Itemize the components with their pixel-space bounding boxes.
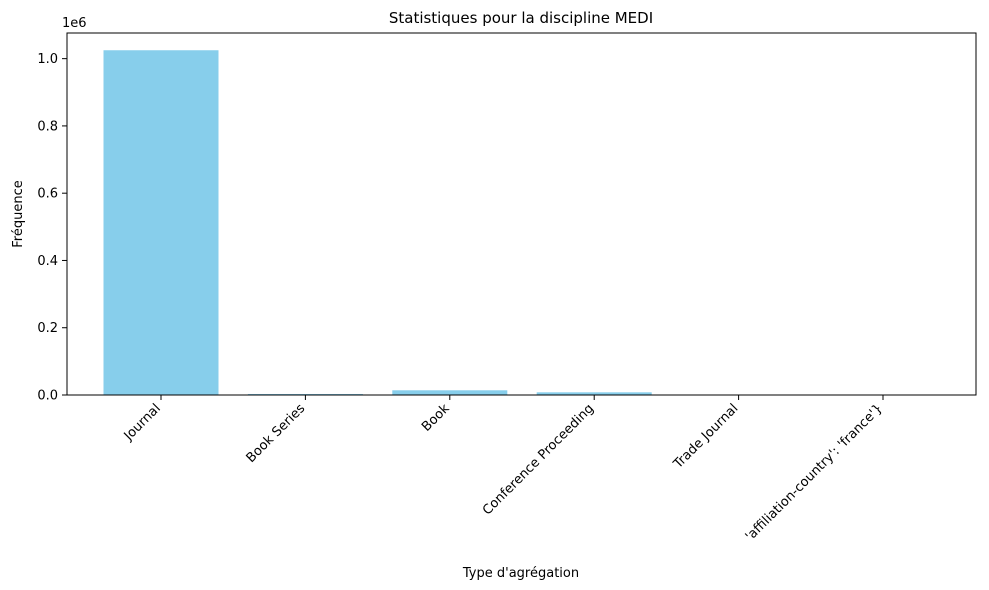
x-axis-label: Type d'agrégation: [462, 566, 579, 581]
y-offset-label: 1e6: [62, 16, 87, 31]
x-tick-label: Trade Journal: [670, 401, 741, 472]
y-tick-label: 0.2: [37, 321, 58, 336]
bar-conference-proceeding: [536, 392, 652, 395]
bar-journal: [103, 50, 219, 396]
y-tick-label: 1.0: [37, 52, 58, 67]
x-tick-label: Book Series: [244, 401, 309, 466]
x-axis: Journal Book Series Book Conference Proceed…: [121, 395, 886, 544]
bar-book: [392, 390, 508, 395]
x-tick-label: Conference Proceeding: [480, 401, 597, 518]
x-tick-label: Journal: [121, 401, 164, 444]
x-tick-label: 'affiliation-country': 'france'}: [743, 401, 886, 544]
bar-book-series: [247, 393, 363, 395]
y-axis: 0.0 0.2 0.4 0.6 0.8 1.0: [37, 52, 67, 404]
x-tick-label: Book: [419, 401, 453, 435]
y-axis-label: Fréquence: [11, 180, 26, 247]
bars-group: [103, 50, 941, 396]
y-tick-label: 0.6: [37, 187, 58, 202]
y-tick-label: 0.4: [37, 254, 58, 269]
y-tick-label: 0.0: [37, 389, 58, 404]
plot-frame: [66, 32, 977, 396]
y-tick-label: 0.8: [37, 119, 58, 134]
chart-title: Statistiques pour la discipline MEDI: [389, 9, 653, 27]
